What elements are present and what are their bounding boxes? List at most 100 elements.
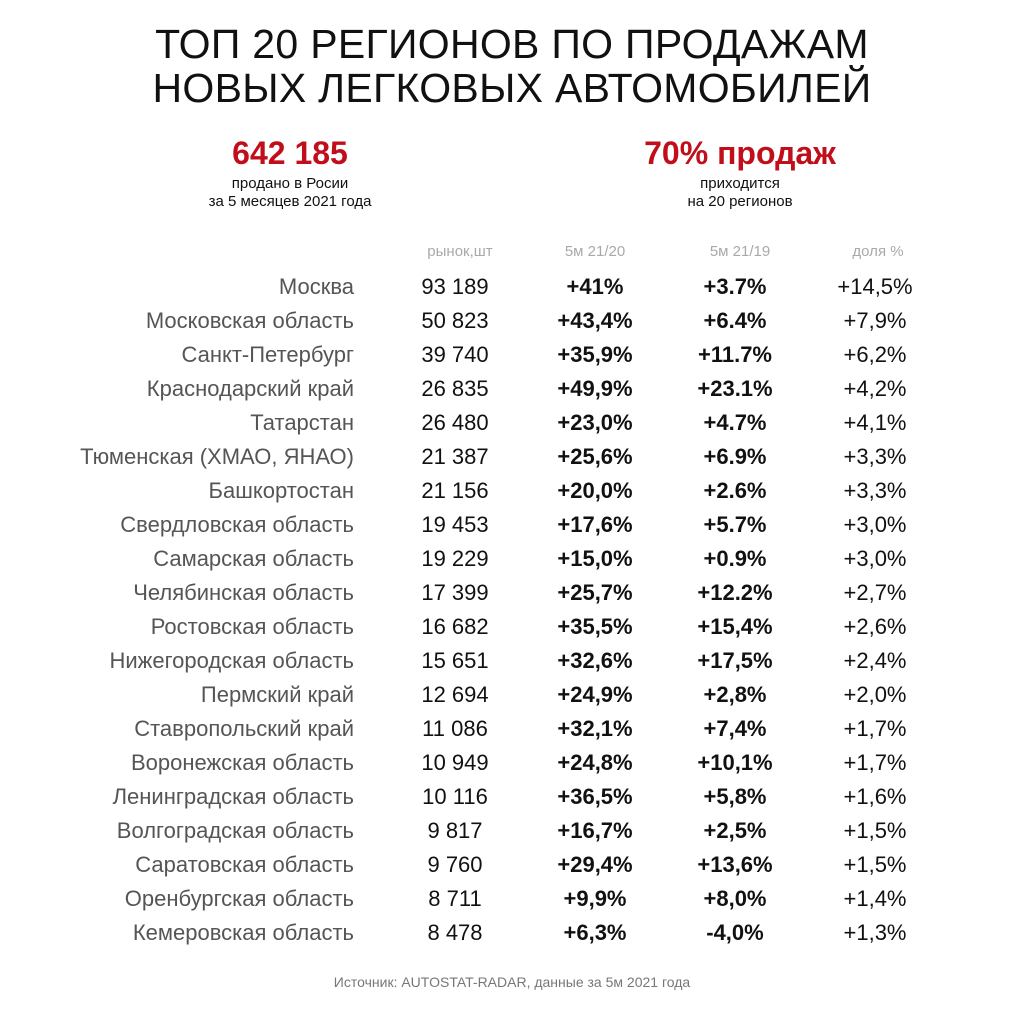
region-name: Татарстан	[250, 410, 354, 435]
units-value: 8 478	[427, 920, 483, 945]
total-sales-caption-1: продано в Росии	[231, 175, 349, 192]
growth-2020-value: +32,6%	[557, 648, 633, 673]
growth-2020-value: +35,5%	[557, 614, 633, 639]
region-name: Воронежская область	[130, 750, 354, 775]
growth-2020-value: +24,9%	[557, 682, 633, 707]
region-name: Нижегородская область	[109, 648, 354, 673]
units-value: 39 740	[421, 342, 489, 367]
share-value: +6,2%	[843, 342, 907, 367]
region-name: Оренбургская область	[124, 886, 354, 911]
units-value: 9 817	[427, 818, 483, 843]
growth-2020-value: +41%	[566, 274, 624, 299]
units-value: 21 156	[421, 478, 489, 503]
growth-2019-value: +15,4%	[697, 614, 773, 639]
share-value: +1,3%	[843, 920, 907, 945]
growth-2019-value: +17,5%	[697, 648, 773, 673]
region-name: Башкортостан	[208, 478, 354, 503]
growth-2020-value: +20,0%	[557, 478, 633, 503]
growth-2019-value: +5,8%	[703, 784, 767, 809]
growth-2020-value: +24,8%	[557, 750, 633, 775]
share-value: +1,7%	[843, 716, 907, 741]
growth-2019-value: +6.4%	[703, 308, 767, 333]
units-value: 8 711	[428, 886, 482, 911]
growth-2019-value: +6.9%	[703, 444, 767, 469]
header-growth-2019: 5м 21/19	[709, 243, 771, 260]
table-row: Саратовская область 9 760 +29,4% +13,6% +1,5…	[0, 852, 1024, 886]
region-name: Москва	[278, 274, 354, 299]
growth-2019-value: +12.2%	[697, 580, 773, 605]
growth-2019-value: +2.6%	[703, 478, 767, 503]
units-value: 19 229	[421, 546, 489, 571]
growth-2020-value: +25,6%	[557, 444, 633, 469]
table-row: Нижегородская область 15 651 +32,6% +17,5% +…	[0, 648, 1024, 682]
share-value: +1,5%	[843, 852, 907, 877]
page-title: ТОП 20 РЕГИОНОВ ПО ПРОДАЖАМ НОВЫХ ЛЕГКОВ…	[0, 22, 1024, 110]
region-name: Самарская область	[153, 546, 354, 571]
units-value: 16 682	[421, 614, 489, 639]
share-caption-2: на 20 регионов	[687, 193, 793, 210]
title-line-2: НОВЫХ ЛЕГКОВЫХ АВТОМОБИЛЕЙ	[152, 65, 872, 111]
header-units: рынок,шт	[427, 243, 493, 260]
units-value: 19 453	[421, 512, 489, 537]
share-value: +2,4%	[843, 648, 907, 673]
region-name: Ставропольский край	[134, 716, 354, 741]
table-row: Башкортостан 21 156 +20,0% +2.6% +3,3%	[0, 478, 1024, 512]
total-sales-stat: 642 185 продано в Росии за 5 месяцев 202…	[150, 135, 430, 211]
growth-2020-value: +25,7%	[557, 580, 633, 605]
table-row: Челябинская область 17 399 +25,7% +12.2% +2,…	[0, 580, 1024, 614]
region-name: Московская область	[145, 308, 354, 333]
source-note: Источник: AUTOSTAT-RADAR, данные за 5м 2…	[333, 974, 691, 990]
share-value: +2,7%	[843, 580, 907, 605]
share-value: +1,4%	[843, 886, 907, 911]
share-caption-1: приходится	[700, 175, 780, 192]
growth-2019-value: +2,8%	[703, 682, 767, 707]
growth-2020-value: +29,4%	[557, 852, 633, 877]
units-value: 10 116	[422, 784, 488, 809]
units-value: 21 387	[421, 444, 489, 469]
region-name: Челябинская область	[133, 580, 354, 605]
table-row: Москва 93 189 +41% +3.7% +14,5%	[0, 274, 1024, 308]
growth-2020-value: +32,1%	[557, 716, 633, 741]
growth-2020-value: +43,4%	[557, 308, 633, 333]
region-name: Санкт-Петербург	[181, 342, 354, 367]
total-sales-value: 642 185	[232, 135, 348, 171]
table-row: Ставропольский край 11 086 +32,1% +7,4% +1,7…	[0, 716, 1024, 750]
table-row: Ростовская область 16 682 +35,5% +15,4% +2,6…	[0, 614, 1024, 648]
growth-2020-value: +9,9%	[563, 886, 627, 911]
growth-2019-value: +3.7%	[703, 274, 767, 299]
share-value: +3,3%	[843, 444, 907, 469]
table-row: Свердловская область 19 453 +17,6% +5.7% +3,…	[0, 512, 1024, 546]
share-value: +3,0%	[843, 546, 907, 571]
region-name: Краснодарский край	[146, 376, 354, 401]
region-name: Кемеровская область	[132, 920, 354, 945]
share-value: +2,0%	[843, 682, 907, 707]
region-name: Пермский край	[200, 682, 354, 707]
growth-2020-value: +49,9%	[557, 376, 633, 401]
growth-2020-value: +6,3%	[563, 920, 627, 945]
units-value: 50 823	[421, 308, 489, 333]
table-row: Краснодарский край 26 835 +49,9% +23.1% +4,2…	[0, 376, 1024, 410]
growth-2020-value: +17,6%	[557, 512, 633, 537]
growth-2019-value: +4.7%	[703, 410, 767, 435]
units-value: 11 086	[422, 716, 488, 741]
share-value: +4,2%	[843, 376, 907, 401]
table-row: Оренбургская область 8 711 +9,9% +8,0% +1,4%	[0, 886, 1024, 920]
growth-2020-value: +35,9%	[557, 342, 633, 367]
table-row: Ленинградская область 10 116 +36,5% +5,8% +1…	[0, 784, 1024, 818]
share-value: +1,6%	[843, 784, 907, 809]
table-row: Санкт-Петербург 39 740 +35,9% +11.7% +6,2%	[0, 342, 1024, 376]
growth-2019-value: +7,4%	[703, 716, 767, 741]
units-value: 26 480	[421, 410, 489, 435]
table-row: Тюменская (ХМАО, ЯНАО) 21 387 +25,6% +6.9% +…	[0, 444, 1024, 478]
region-name: Волгоградская область	[116, 818, 354, 843]
growth-2019-value: +11.7%	[697, 342, 772, 367]
region-name: Ростовская область	[150, 614, 354, 639]
share-value: 70% продаж	[644, 135, 836, 171]
units-value: 26 835	[421, 376, 489, 401]
growth-2019-value: -4,0%	[706, 920, 764, 945]
table-row: Татарстан 26 480 +23,0% +4.7% +4,1%	[0, 410, 1024, 444]
table-row: Самарская область 19 229 +15,0% +0.9% +3,0%	[0, 546, 1024, 580]
share-stat: 70% продаж приходится на 20 регионов	[600, 135, 880, 211]
table-row: Кемеровская область 8 478 +6,3% -4,0% +1,3%	[0, 920, 1024, 954]
units-value: 10 949	[421, 750, 489, 775]
